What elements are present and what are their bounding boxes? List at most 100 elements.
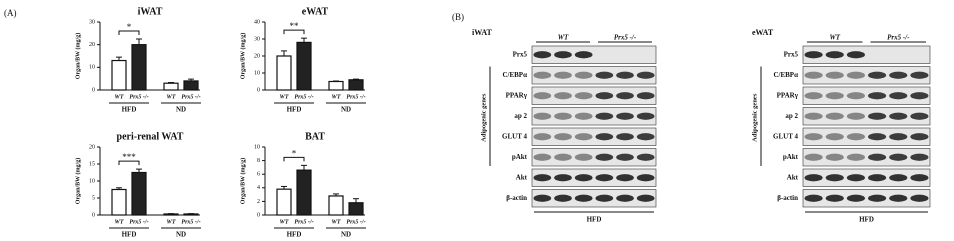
band [889, 174, 908, 182]
group-label: ND [176, 231, 186, 239]
significance-bracket [283, 156, 305, 162]
band [804, 51, 823, 59]
blot-strip [802, 168, 931, 187]
lane-group: WT [830, 34, 841, 42]
bar [163, 82, 179, 91]
band [636, 153, 655, 161]
band [868, 133, 887, 141]
band [846, 133, 865, 141]
protein-label: PPARγ [777, 91, 799, 99]
protein-label: Prx5 [784, 50, 799, 58]
band [595, 174, 614, 182]
band [595, 112, 614, 120]
y-tick-label: 6 [257, 172, 260, 178]
band [533, 112, 552, 120]
y-tick-label: 10 [89, 178, 95, 184]
x-tick-label: Prx5 -/- [294, 219, 313, 225]
y-tick-label: 20 [89, 144, 95, 150]
x-tick-label: Prx5 -/- [129, 219, 148, 225]
band [910, 133, 929, 141]
blot-strip [531, 66, 657, 85]
band [595, 153, 614, 161]
band [554, 174, 572, 182]
band [889, 92, 908, 100]
significance-label: *** [122, 152, 136, 162]
band [868, 194, 887, 202]
bar [183, 213, 199, 216]
bar [296, 169, 312, 216]
significance-label: * [292, 148, 297, 158]
panel-label: (A) [4, 8, 17, 18]
x-tick-label: Prx5 -/- [181, 219, 200, 225]
band [636, 174, 655, 182]
blot-strip [802, 86, 931, 105]
band [636, 92, 655, 100]
band [825, 153, 844, 161]
band [595, 133, 614, 141]
y-tick-label: 8 [257, 158, 260, 164]
y-tick-label: 40 [254, 19, 260, 25]
group-label: ND [341, 231, 351, 239]
band [825, 92, 844, 100]
band [636, 112, 655, 120]
bar [328, 195, 344, 216]
bar [183, 80, 199, 91]
band [554, 71, 572, 79]
protein-label: pAkt [512, 153, 528, 161]
blot-strip [531, 168, 657, 187]
band [910, 153, 929, 161]
group-label: HFD [287, 106, 302, 114]
protein-label: Akt [516, 173, 528, 181]
y-tick-label: 30 [254, 36, 260, 42]
band [889, 153, 908, 161]
y-tick-label: 20 [89, 42, 95, 48]
band [554, 153, 572, 161]
y-axis-label: Organ/BW (mg/g) [74, 33, 81, 79]
band [616, 174, 634, 182]
band [825, 51, 844, 59]
band [616, 153, 634, 161]
x-tick-label: Prx5 -/- [346, 219, 365, 225]
band [574, 71, 593, 79]
bar [163, 213, 179, 216]
x-tick-label: WT [280, 219, 289, 225]
blot-strip [802, 107, 931, 126]
band [910, 71, 929, 79]
protein-label: ap 2 [514, 112, 527, 120]
band [616, 133, 634, 141]
x-tick-label: Prx5 -/- [181, 94, 200, 100]
chart-title: peri-renal WAT [117, 131, 184, 142]
band [804, 174, 823, 182]
band [825, 174, 844, 182]
band [616, 92, 634, 100]
band [804, 153, 823, 161]
band [533, 71, 552, 79]
side-label: Adipogenic genes [480, 93, 487, 142]
protein-label: C/EBPα [773, 71, 798, 79]
band [533, 174, 552, 182]
bar [131, 44, 147, 91]
lane-group: Prx5 -/- [614, 34, 637, 42]
bar [131, 171, 147, 216]
band [554, 51, 572, 59]
band [846, 92, 865, 100]
bar [296, 41, 312, 91]
y-tick-label: 0 [92, 87, 95, 93]
y-tick-label: 0 [257, 87, 260, 93]
bar [276, 55, 292, 91]
band [846, 51, 865, 59]
y-tick-label: 10 [89, 65, 95, 71]
blot-strip [802, 189, 931, 208]
band [595, 71, 614, 79]
bar [276, 188, 292, 216]
x-tick-label: Prx5 -/- [346, 94, 365, 100]
x-tick-label: WT [115, 219, 124, 225]
band [846, 71, 865, 79]
x-tick-label: WT [332, 219, 341, 225]
blot-strip [531, 127, 657, 146]
band [889, 112, 908, 120]
band [889, 194, 908, 202]
y-tick-label: 5 [92, 195, 95, 201]
condition-label: HFD [587, 216, 602, 224]
